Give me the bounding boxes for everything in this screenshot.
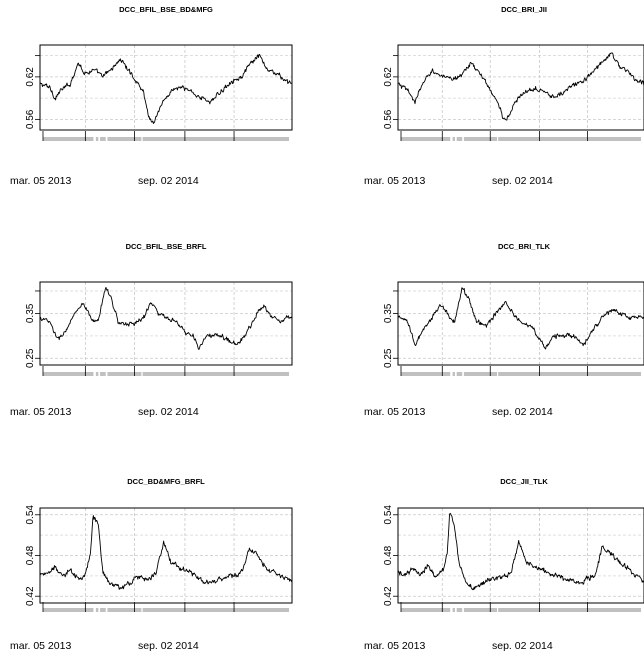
y-tick-label: 0.56 xyxy=(383,109,394,129)
series-line xyxy=(39,515,293,590)
x-axis-strip-gap xyxy=(93,371,96,377)
plot-frame xyxy=(397,281,644,366)
y-tick-label: 0.25 xyxy=(25,348,36,368)
x-axis-strip-gap xyxy=(450,371,453,377)
chart-title: DCC_BRI_JII xyxy=(501,5,547,14)
x-axis-strip xyxy=(401,372,641,376)
y-tick-label: 0.48 xyxy=(383,545,394,565)
chart-title: DCC_BFIL_BSE_BD&MFG xyxy=(119,5,213,14)
x-axis-strip-gap xyxy=(105,371,108,377)
x-axis-strip-gap xyxy=(455,371,457,377)
x-axis-strip-gap xyxy=(462,607,464,613)
x-axis-strip-gap xyxy=(105,136,108,142)
series-line xyxy=(397,52,644,121)
y-tick-label: 0.54 xyxy=(25,505,36,525)
x-axis-strip-gap xyxy=(462,136,464,142)
series-line xyxy=(39,286,293,350)
chart-title: DCC_BD&MFG_BRFL xyxy=(127,477,205,486)
x-tick-label: mar. 05 2013 xyxy=(10,406,71,418)
x-tick-label: mar. 05 2013 xyxy=(364,175,425,187)
y-tick-label: 0.42 xyxy=(383,586,394,606)
x-axis-strip-gap xyxy=(141,136,143,142)
x-axis-strip-gap xyxy=(93,136,96,142)
y-tick-label: 0.54 xyxy=(383,505,394,525)
chart-title: DCC_BRI_TLK xyxy=(498,242,551,251)
series-line xyxy=(397,287,644,350)
x-axis-strip-gap xyxy=(105,607,108,613)
x-tick-label: sep. 02 2014 xyxy=(492,640,553,652)
x-tick-label: sep. 02 2014 xyxy=(138,640,199,652)
y-tick-label: 0.42 xyxy=(25,586,36,606)
x-axis-strip-gap xyxy=(141,371,143,377)
x-tick-label: mar. 05 2013 xyxy=(10,175,71,187)
plot-frame xyxy=(39,281,293,366)
x-axis-strip-gap xyxy=(450,136,453,142)
series-line xyxy=(39,53,293,124)
x-axis-strip-gap xyxy=(497,607,499,613)
x-axis-strip xyxy=(401,608,641,612)
y-tick-label: 0.48 xyxy=(25,545,36,565)
x-axis-strip-gap xyxy=(497,136,499,142)
x-axis-strip-gap xyxy=(450,607,453,613)
series-line xyxy=(397,512,644,591)
chart-title: DCC_BFIL_BSE_BRFL xyxy=(126,242,207,251)
x-axis-strip xyxy=(43,608,289,612)
x-tick-label: sep. 02 2014 xyxy=(492,175,553,187)
x-axis-strip xyxy=(401,137,641,141)
x-axis-strip-gap xyxy=(98,607,101,613)
x-tick-label: sep. 02 2014 xyxy=(138,175,199,187)
x-tick-label: sep. 02 2014 xyxy=(492,406,553,418)
y-tick-label: 0.35 xyxy=(25,303,36,323)
x-tick-label: mar. 05 2013 xyxy=(364,640,425,652)
x-axis-strip-gap xyxy=(98,371,101,377)
x-axis-strip-gap xyxy=(455,607,457,613)
x-axis-strip xyxy=(43,372,289,376)
x-axis-strip-gap xyxy=(455,136,457,142)
x-axis-strip-gap xyxy=(497,371,499,377)
x-axis-strip-gap xyxy=(98,136,101,142)
y-tick-label: 0.56 xyxy=(25,109,36,129)
x-axis-strip-gap xyxy=(141,607,143,613)
x-axis-strip-gap xyxy=(462,371,464,377)
y-tick-label: 0.62 xyxy=(25,67,36,87)
x-axis-strip-gap xyxy=(93,607,96,613)
plot-frame xyxy=(397,507,644,604)
y-tick-label: 0.25 xyxy=(383,348,394,368)
y-tick-label: 0.35 xyxy=(383,303,394,323)
x-tick-label: mar. 05 2013 xyxy=(10,640,71,652)
chart-title: DCC_JII_TLK xyxy=(500,477,548,486)
y-tick-label: 0.62 xyxy=(383,67,394,87)
x-tick-label: mar. 05 2013 xyxy=(364,406,425,418)
x-tick-label: sep. 02 2014 xyxy=(138,406,199,418)
plot-frame xyxy=(39,507,293,604)
x-axis-strip xyxy=(43,137,289,141)
plot-frame xyxy=(39,44,293,131)
plot-frame xyxy=(397,44,644,131)
